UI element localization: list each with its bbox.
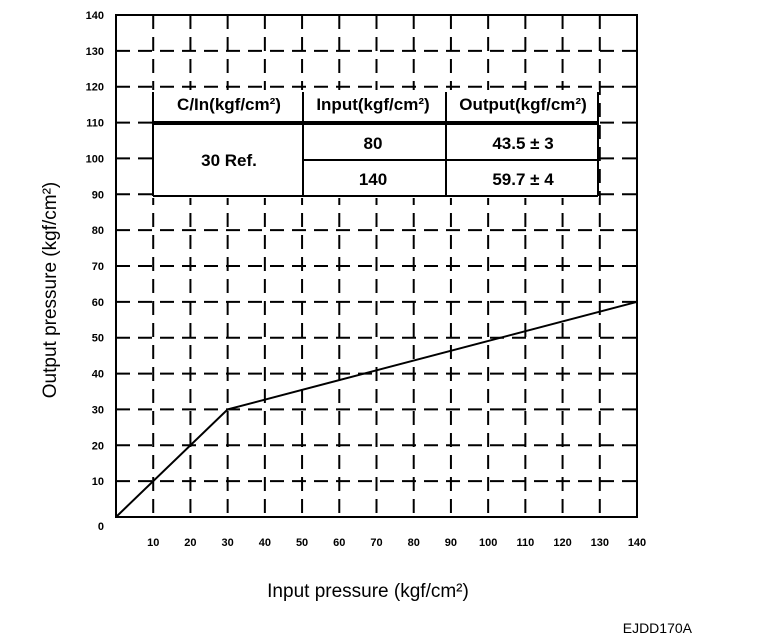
y-tick-label-70: 70 — [92, 261, 104, 273]
table-header-output: Output(kgf/cm²) — [459, 95, 586, 114]
y-tick-label-140: 140 — [86, 10, 104, 22]
plot-area-border — [115, 14, 638, 518]
x-tick-label-130: 130 — [591, 537, 609, 549]
y-tick-label-60: 60 — [92, 297, 104, 309]
spec-table-lines — [152, 92, 599, 197]
table-header-input: Input(kgf/cm²) — [316, 95, 429, 114]
y-tick-label-30: 30 — [92, 404, 104, 416]
x-tick-label-120: 120 — [553, 537, 571, 549]
x-tick-label-80: 80 — [408, 537, 420, 549]
y-tick-label-110: 110 — [86, 118, 104, 130]
series-line-1 — [115, 300, 638, 518]
x-axis-label: Input pressure (kgf/cm²) — [267, 581, 469, 602]
table-row-1-output: 43.5 ± 3 — [492, 134, 553, 153]
x-tick-label-70: 70 — [370, 537, 382, 549]
y-tick-label-0: 0 — [98, 521, 104, 533]
x-tick-label-40: 40 — [259, 537, 271, 549]
figure-code: EJDD170A — [623, 620, 693, 636]
x-tick-label-60: 60 — [333, 537, 345, 549]
table-row-1-input: 80 — [364, 134, 383, 153]
table-row-2-output: 59.7 ± 4 — [492, 170, 554, 189]
spec-table: C/In(kgf/cm²) Input(kgf/cm²) Output(kgf/… — [152, 90, 599, 198]
y-tick-label-120: 120 — [86, 82, 104, 94]
grid-lines — [116, 15, 637, 517]
y-tick-label-10: 10 — [92, 476, 104, 488]
x-tick-label-110: 110 — [516, 537, 534, 549]
spec-table-background — [152, 90, 599, 198]
x-tick-label-90: 90 — [445, 537, 457, 549]
x-tick-label-50: 50 — [296, 537, 308, 549]
y-tick-label-100: 100 — [86, 153, 104, 165]
x-tick-label-140: 140 — [628, 537, 646, 549]
x-tick-label-20: 20 — [184, 537, 196, 549]
y-axis-label: Output pressure (kgf/cm²) — [40, 182, 61, 398]
y-axis-ticks: 0 10 20 30 40 50 60 70 80 90 100 110 120 130 140 — [86, 10, 104, 533]
series-group — [115, 300, 638, 518]
table-cutin-value: 30 Ref. — [201, 151, 257, 170]
table-header-cutin: C/In(kgf/cm²) — [177, 95, 281, 114]
x-tick-label-10: 10 — [147, 537, 159, 549]
x-tick-label-30: 30 — [222, 537, 234, 549]
y-tick-label-90: 90 — [92, 189, 104, 201]
y-tick-label-20: 20 — [92, 440, 104, 452]
x-tick-label-100: 100 — [479, 537, 497, 549]
y-tick-label-50: 50 — [92, 333, 104, 345]
y-tick-label-80: 80 — [92, 225, 104, 237]
table-row-2-input: 140 — [359, 170, 387, 189]
y-tick-label-40: 40 — [92, 369, 104, 381]
x-axis-ticks: 10 20 30 40 50 60 70 80 90 100 110 120 130 140 — [147, 537, 646, 549]
y-tick-label-130: 130 — [86, 46, 104, 58]
